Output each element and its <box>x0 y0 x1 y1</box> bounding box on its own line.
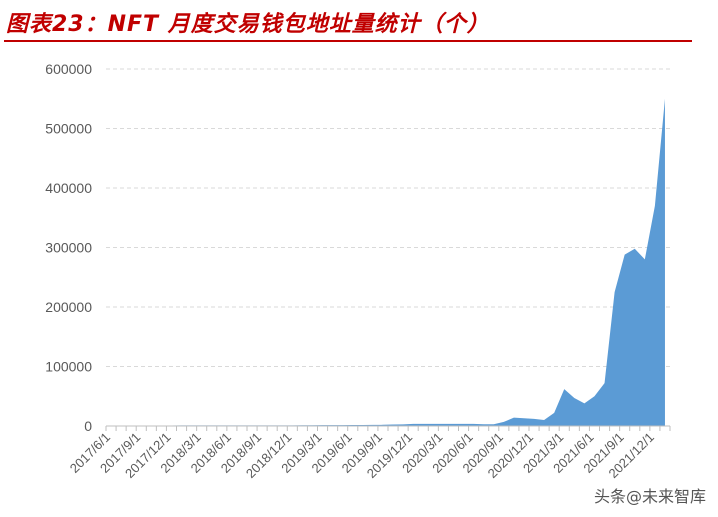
figure-title: 图表23：NFT 月度交易钱包地址量统计（个） <box>6 12 490 37</box>
y-tick-label: 300000 <box>45 240 92 256</box>
y-tick-label: 400000 <box>45 180 92 196</box>
series-area <box>111 98 665 426</box>
watermark-text: 头条@未来智库 <box>593 487 706 506</box>
y-tick-label: 500000 <box>45 121 92 137</box>
y-axis-tick-labels: 0 100000 200000 300000 400000 500000 600000 <box>45 61 92 434</box>
title-divider <box>4 40 692 42</box>
gridlines <box>106 68 670 367</box>
y-tick-label: 200000 <box>45 299 92 315</box>
y-tick-label: 0 <box>84 418 92 434</box>
x-axis-tick-labels: 2017/6/12017/9/12017/12/12018/3/12018/6/… <box>67 430 657 482</box>
y-tick-label: 600000 <box>45 61 92 77</box>
y-tick-label: 100000 <box>45 359 92 375</box>
x-axis-ticks <box>105 426 671 431</box>
